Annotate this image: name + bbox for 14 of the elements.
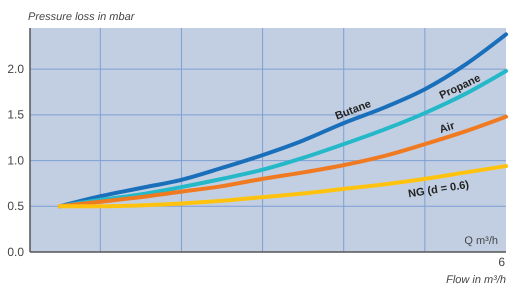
y-axis-title: Pressure loss in mbar: [28, 11, 136, 23]
line-series: [58, 164, 508, 208]
text: 6: [498, 255, 506, 269]
line-series: [58, 32, 508, 208]
annotation: Q m³/h: [464, 235, 498, 247]
y-tick-label: 1.0: [7, 153, 24, 168]
y-tick-label: 2.0: [7, 62, 24, 76]
y-tick-label: 1.5: [7, 108, 24, 122]
text: Butane: [334, 98, 373, 123]
y-tick-label: 0.0: [7, 244, 24, 259]
text: Air: [438, 120, 457, 136]
x-axis-title: Flow in m³/h: [446, 274, 506, 286]
y-tick-label: 0.5: [7, 199, 24, 214]
text: NG (d = 0.6): [407, 178, 470, 200]
